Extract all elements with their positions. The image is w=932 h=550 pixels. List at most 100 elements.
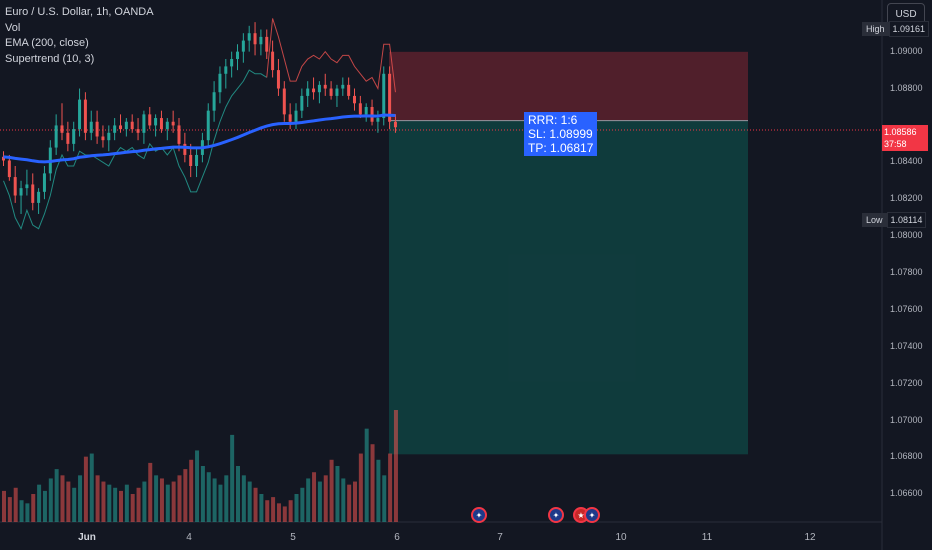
volume-bar — [236, 466, 240, 522]
volume-bar — [224, 475, 229, 522]
supertrend-indicator-label[interactable]: Supertrend (10, 3) — [5, 52, 95, 65]
candle-body — [66, 132, 70, 144]
candle-body — [101, 136, 105, 141]
volume-bar — [247, 481, 252, 522]
low-badge-value: 1.08114 — [886, 212, 927, 228]
bar-countdown: 37:58 — [884, 139, 907, 149]
time-axis-label: 6 — [394, 532, 400, 543]
volume-bar — [300, 487, 305, 522]
eu-event-icon[interactable]: ✦ — [471, 507, 487, 523]
chart-legend: Euro / U.S. Dollar, 1h, OANDA Vol EMA (2… — [5, 5, 154, 67]
volume-bar — [48, 478, 53, 522]
current-price-tag: 1.08586 37:58 — [882, 125, 928, 151]
candle-body — [60, 125, 64, 133]
candle-body — [107, 132, 111, 141]
volume-bar — [329, 459, 334, 522]
candle-body — [78, 99, 82, 130]
price-axis-label: 1.07600 — [890, 303, 923, 314]
candle-body — [206, 110, 210, 141]
price-axis-label: 1.07800 — [890, 266, 923, 277]
price-axis-label: 1.08800 — [890, 82, 923, 93]
volume-bar — [276, 503, 281, 522]
volume-bar — [54, 469, 59, 522]
volume-bar — [358, 453, 363, 522]
candle-body — [218, 73, 222, 93]
time-axis-label: 7 — [497, 532, 503, 543]
candle-body — [95, 121, 99, 137]
price-axis-label: 1.08000 — [890, 230, 923, 241]
candle-body — [329, 88, 333, 96]
eu-event-icon[interactable]: ✦ — [584, 507, 600, 523]
volume-bar — [265, 500, 270, 522]
volume-bar — [294, 494, 299, 522]
volume-bar — [353, 481, 357, 522]
volume-bar — [101, 481, 106, 522]
price-axis-label: 1.06600 — [890, 488, 923, 499]
volume-bar — [42, 490, 47, 522]
symbol-title[interactable]: Euro / U.S. Dollar, 1h, OANDA — [5, 6, 154, 18]
volume-bar — [25, 503, 30, 522]
candle-body — [142, 114, 146, 133]
ema-indicator-label[interactable]: EMA (200, close) — [5, 37, 89, 49]
rrr-text: RRR: 1:6 — [528, 113, 578, 127]
candle-body — [276, 70, 280, 89]
volume-bar — [113, 487, 118, 522]
time-axis-label: 5 — [290, 532, 296, 543]
volume-bar — [206, 472, 211, 522]
candle-body — [388, 73, 392, 122]
volume-indicator-label[interactable]: Vol — [5, 21, 21, 34]
take-profit-zone — [389, 120, 748, 455]
volume-bar — [89, 453, 94, 522]
candle-body — [31, 184, 35, 203]
risk-reward-label[interactable]: RRR: 1:6 SL: 1.08999 TP: 1.06817 — [524, 112, 598, 156]
candle-body — [236, 51, 239, 60]
low-badge: Low 1.08114 — [862, 212, 927, 228]
candle-body — [159, 118, 163, 130]
volume-bar — [7, 497, 12, 522]
price-axis-label: 1.07000 — [890, 414, 923, 425]
candle-body — [224, 66, 228, 74]
volume-bar — [78, 475, 83, 522]
ema-line — [3, 113, 396, 164]
volume-bar — [317, 481, 322, 522]
volume-bar — [37, 484, 42, 522]
candle-body — [130, 121, 134, 130]
candle-body — [2, 156, 5, 161]
volume-bar — [177, 475, 182, 522]
candle-body — [189, 154, 193, 167]
volume-bar — [165, 484, 170, 522]
time-axis-label: 11 — [701, 532, 713, 543]
candle-body — [376, 118, 380, 122]
candle-body — [119, 125, 122, 130]
time-axis-label: 12 — [804, 532, 816, 543]
candle-body — [25, 184, 29, 189]
candle-body — [294, 110, 298, 122]
volume-bar — [341, 478, 346, 522]
time-axis-label: 10 — [615, 532, 627, 543]
volume-bar — [119, 490, 123, 522]
volume-bar — [347, 484, 352, 522]
candle-body — [19, 188, 23, 196]
high-badge: High 1.09161 — [862, 21, 930, 37]
stop-loss-zone — [389, 51, 748, 121]
supertrend-down-line — [266, 18, 396, 93]
supertrend-up-line — [3, 69, 268, 231]
volume-bar — [376, 459, 381, 522]
candle-body — [124, 121, 128, 130]
volume-bar — [288, 500, 293, 522]
low-badge-label: Low — [862, 213, 887, 227]
volume-bar — [72, 487, 77, 522]
volume-bar — [2, 490, 6, 522]
price-axis-label: 1.08400 — [890, 156, 923, 167]
candle-body — [288, 114, 292, 122]
candle-body — [7, 160, 11, 178]
volume-bar — [171, 481, 176, 522]
candle-body — [212, 92, 216, 111]
volume-bar — [19, 500, 24, 522]
volume-bar — [218, 484, 223, 522]
high-badge-value: 1.09161 — [888, 21, 930, 37]
candle-body — [253, 33, 257, 45]
eu-event-icon[interactable]: ✦ — [548, 507, 564, 523]
